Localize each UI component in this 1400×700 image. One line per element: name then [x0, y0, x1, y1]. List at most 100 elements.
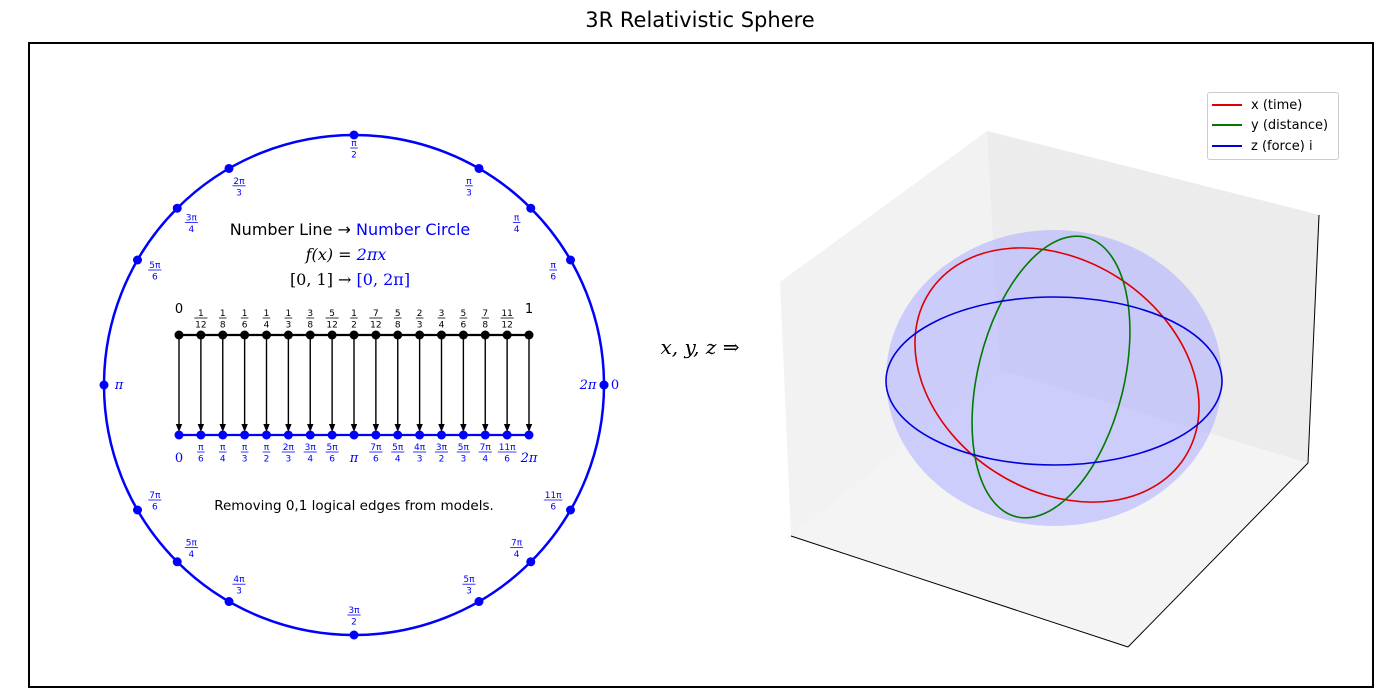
circle-point-5pi-over-3-label-numerator: 5π: [463, 575, 475, 585]
line-label-1-over-12-numerator: 1: [198, 309, 204, 319]
mapped-label-4pi-over-3: 4π3: [413, 443, 427, 465]
circle-point-pi-over-6: [566, 255, 576, 265]
mapped-label-7pi-over-6-denominator: 6: [373, 455, 379, 465]
circle-point-7pi-over-6: [132, 505, 142, 515]
mapped-point-5pi-over-3: [458, 430, 468, 440]
circle-point-pi-label-text: π: [114, 378, 124, 393]
line-point-1-over-12: [196, 330, 206, 340]
mapped-label-5pi-over-4: 5π4: [391, 443, 405, 465]
line-label-1-over-8-numerator: 1: [220, 309, 226, 319]
line-label-0-text: 0: [175, 302, 183, 317]
mapped-point-pi-over-3: [240, 430, 250, 440]
map-arrowhead-3-over-8: [307, 424, 314, 432]
mapped-label-4pi-over-3-denominator: 3: [417, 455, 423, 465]
legend-entry-x: x (time): [1212, 95, 1302, 115]
circle-point-pi-over-3: [474, 163, 484, 173]
mapped-point-5pi-over-4: [393, 430, 403, 440]
line-point-5-over-12: [327, 330, 337, 340]
line-label-1-over-4: 14: [262, 309, 271, 331]
line-point-1-over-8: [218, 330, 228, 340]
circle-point-pi-over-2: [349, 130, 359, 140]
mapping-text: [0, 1] → [0, 2π]: [290, 270, 410, 289]
mapped-label-7pi-over-6: 7π6: [369, 443, 383, 465]
sphere-legend: x (time) y (distance) z (force) i: [1207, 92, 1339, 160]
circle-point-pi-over-6-label: π6: [549, 261, 557, 283]
circle-point-5pi-over-3-label-denominator: 3: [466, 587, 472, 597]
line-label-1-over-2-denominator: 2: [351, 321, 357, 331]
circle-point-7pi-over-6-label-numerator: 7π: [149, 491, 161, 501]
line-label-2-over-3: 23: [415, 309, 424, 331]
line-label-0: 0: [175, 302, 183, 317]
ring-y-distance: [971, 235, 1131, 519]
mapped-label-0-text: 0: [175, 451, 183, 466]
circle-point-pi-over-4-label-numerator: π: [514, 213, 520, 223]
circle-point-4pi-over-3: [224, 597, 234, 607]
line-label-3-over-8-denominator: 8: [307, 321, 313, 331]
mapped-label-2pi-over-3-denominator: 3: [286, 455, 292, 465]
line-label-5-over-8: 58: [393, 309, 402, 331]
circle-point-7pi-over-4: [526, 557, 536, 567]
mapped-label-7pi-over-4-denominator: 4: [482, 455, 488, 465]
map-arrowhead-5-over-8: [394, 424, 401, 432]
legend-label-z: z (force) i: [1251, 138, 1313, 154]
circle-point-zero-label-text: 0: [611, 378, 619, 393]
line-point-5-over-6: [458, 330, 468, 340]
mapped-label-pi-over-3: π3: [240, 443, 249, 465]
circle-point-4pi-over-3-label-denominator: 3: [236, 587, 242, 597]
mapped-point-7pi-over-6: [371, 430, 381, 440]
line-label-1: 1: [525, 302, 533, 317]
mapped-label-pi-over-4-denominator: 4: [220, 455, 226, 465]
mapped-point-3pi-over-4: [305, 430, 315, 440]
formula-text: f(x) = 2πx: [305, 245, 387, 264]
line-label-3-over-4-numerator: 3: [439, 309, 445, 319]
mapped-label-4pi-over-3-numerator: 4π: [414, 443, 426, 453]
map-arrowhead-1-over-6: [241, 424, 248, 432]
circle-point-3pi-over-4-label: 3π4: [184, 213, 198, 235]
circle-point-pi-over-6-label-denominator: 6: [550, 273, 556, 283]
line-label-7-over-12: 712: [369, 309, 383, 331]
line-point-1-over-2: [349, 330, 359, 340]
mapped-label-3pi-over-4-denominator: 4: [307, 455, 313, 465]
circle-point-pi-over-4-label-denominator: 4: [514, 225, 520, 235]
mapped-label-5pi-over-4-numerator: 5π: [392, 443, 404, 453]
mapped-label-3pi-over-4-numerator: 3π: [305, 443, 317, 453]
circle-point-pi-over-2-label-denominator: 2: [351, 151, 357, 161]
circle-point-3pi-over-4-label-denominator: 4: [188, 225, 194, 235]
circle-point-5pi-over-6-label: 5π6: [148, 261, 162, 283]
line-label-1-text: 1: [525, 302, 533, 317]
mapped-label-2pi-over-3-numerator: 2π: [283, 443, 295, 453]
mapped-label-2pi: 2π: [520, 451, 538, 466]
line-label-5-over-12-denominator: 12: [326, 321, 337, 331]
circle-point-pi-over-6-label-numerator: π: [550, 261, 556, 271]
line-point-1: [524, 330, 534, 340]
mapped-point-7pi-over-4: [480, 430, 490, 440]
map-arrowhead-3-over-4: [438, 424, 445, 432]
line-label-2-over-3-denominator: 3: [417, 321, 423, 331]
line-point-7-over-8: [480, 330, 490, 340]
line-point-11-over-12: [502, 330, 512, 340]
line-label-1-over-6: 16: [240, 309, 249, 331]
line-point-1-over-4: [262, 330, 271, 340]
line-label-7-over-8-denominator: 8: [482, 321, 488, 331]
mapped-label-2pi-over-3: 2π3: [281, 443, 295, 465]
mapped-label-2pi-text: 2π: [520, 451, 538, 466]
line-label-1-over-12: 112: [194, 309, 208, 331]
line-point-2-over-3: [415, 330, 425, 340]
mapped-label-pi-over-3-denominator: 3: [242, 455, 248, 465]
line-label-1-over-8: 18: [218, 309, 227, 331]
mapped-label-pi-over-6-numerator: π: [198, 443, 204, 453]
mapped-label-0: 0: [175, 451, 183, 466]
mapped-label-3pi-over-2-denominator: 2: [439, 455, 445, 465]
heading-text: Number Line → Number Circle: [230, 220, 471, 239]
map-arrowhead-1-over-2: [350, 424, 358, 432]
circle-point-pi-over-2-label-numerator: π: [351, 139, 357, 149]
line-label-7-over-12-denominator: 12: [370, 321, 381, 331]
circle-point-2pi-over-3: [224, 163, 234, 173]
axis-edge-left: [790, 535, 1129, 648]
mapped-point-pi-over-2: [262, 430, 271, 440]
circle-point-3pi-over-4: [172, 203, 182, 213]
mapped-label-pi-over-2-denominator: 2: [264, 455, 270, 465]
circle-point-3pi-over-2-label-numerator: 3π: [348, 606, 360, 616]
legend-swatch-z: [1212, 145, 1242, 147]
